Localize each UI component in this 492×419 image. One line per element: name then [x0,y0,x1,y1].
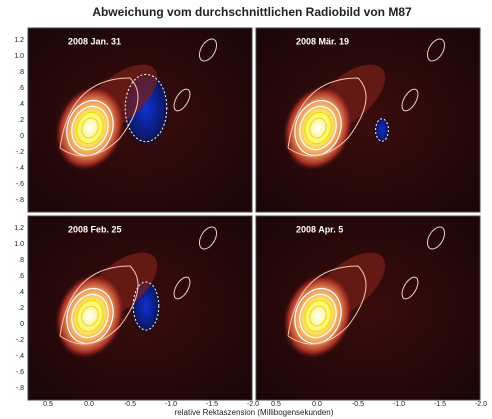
x-tick-label: -1.5 [206,401,218,408]
y-tick-label: .4 [18,101,24,108]
x-tick-label: -2.0 [475,401,487,408]
x-tick-label: -0.5 [352,401,364,408]
negative-region [374,116,390,144]
y-tick-label: -.6 [16,369,24,376]
y-tick-label: .6 [18,85,24,92]
y-tick-label: .6 [18,273,24,280]
x-tick-label: -0.5 [124,401,136,408]
y-tick-label: 0 [20,133,24,140]
x-tick-label: 0.5 [43,401,53,408]
y-tick-label: 1.0 [14,53,24,60]
x-axis-label: relative Rektaszension (Millibogensekund… [175,408,334,417]
y-tick-label: 1.2 [14,225,24,232]
y-tick-label: -.4 [16,353,24,360]
y-tick-label: -.8 [16,385,24,392]
panel [256,28,480,212]
y-tick-label: .8 [18,69,24,76]
y-tick-label: .8 [18,257,24,264]
y-tick-label: .4 [18,289,24,296]
y-tick-label: -.6 [16,181,24,188]
panel [28,28,252,212]
figure: Abweichung vom durchschnittlichen Radiob… [0,0,492,419]
y-tick-label: -.2 [16,149,24,156]
x-tick-label: 0.0 [84,401,94,408]
y-tick-label: 0 [20,321,24,328]
panel-label: 2008 Feb. 25 [68,224,122,234]
y-tick-label: -.8 [16,197,24,204]
x-tick-label: -1.0 [393,401,405,408]
y-tick-label: 1.0 [14,241,24,248]
panel [28,216,252,400]
panel-label: 2008 Mär. 19 [296,36,349,46]
y-tick-label: .2 [18,117,24,124]
panel-label: 2008 Apr. 5 [296,224,343,234]
y-tick-label: -.4 [16,165,24,172]
x-tick-label: -1.0 [165,401,177,408]
x-tick-label: -1.5 [434,401,446,408]
y-tick-label: -.2 [16,337,24,344]
y-tick-label: .2 [18,305,24,312]
figure-title: Abweichung vom durchschnittlichen Radiob… [92,5,412,19]
panel-label: 2008 Jan. 31 [68,36,121,46]
x-tick-label: -2.0 [247,401,259,408]
y-tick-label: 1.2 [14,37,24,44]
x-tick-label: 0.0 [312,401,322,408]
panel [256,216,480,400]
x-tick-label: 0.5 [271,401,281,408]
